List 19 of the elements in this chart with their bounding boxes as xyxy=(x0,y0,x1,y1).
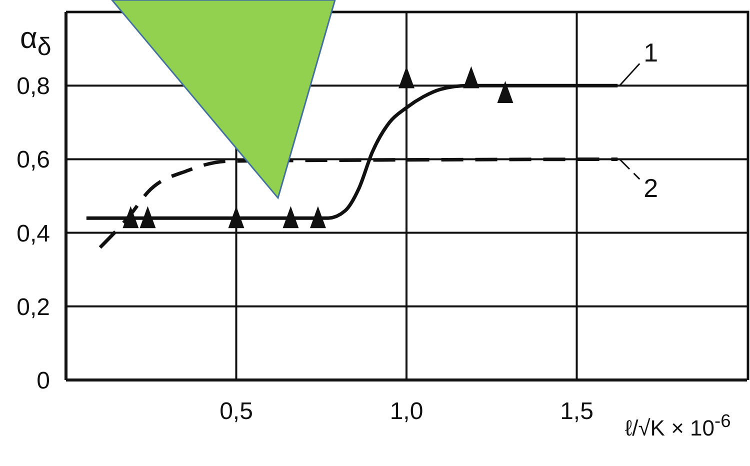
y-tick-label: 0 xyxy=(36,368,50,395)
x-tick-label: 0,5 xyxy=(220,398,253,426)
y-tick-label: 0,6 xyxy=(16,146,50,174)
y-tick-label: 0,2 xyxy=(16,294,50,321)
point xyxy=(310,206,326,228)
point xyxy=(140,206,156,228)
x-tick-label: 1,0 xyxy=(390,398,424,426)
y-axis-title: α$_{δ}$ xyxy=(20,22,52,62)
point xyxy=(282,206,299,228)
point xyxy=(497,80,514,103)
point xyxy=(228,206,244,228)
point xyxy=(122,206,139,228)
y-tick-label: 0,8 xyxy=(16,73,50,100)
legend-label: 2 xyxy=(644,173,658,204)
y-tick-label: 0,4 xyxy=(16,220,50,248)
point xyxy=(463,66,480,88)
series-label: 1 xyxy=(644,38,658,68)
x-tick-label: 1,5 xyxy=(560,398,594,426)
x-axis-title: ℓ/√K × 10$^{-6}$ xyxy=(625,410,731,442)
